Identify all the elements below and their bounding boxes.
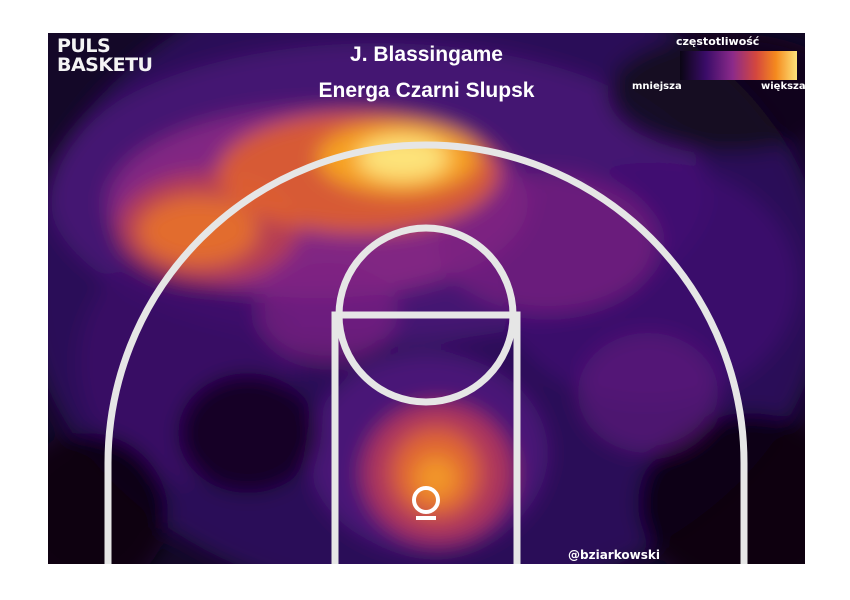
legend-low-label: mniejsza (632, 81, 682, 92)
chart-frame: PULS BASKETU J. Blassingame Energa Czarn… (48, 33, 805, 564)
chart-subtitle: Energa Czarni Slupsk (318, 79, 535, 102)
chart-title: J. Blassingame (350, 43, 503, 66)
heat-blob (638, 413, 805, 564)
author-credit: @bziarkowski (568, 548, 660, 562)
court-lines (104, 141, 748, 564)
heat-blob (178, 373, 318, 493)
free-throw-circle (335, 224, 517, 406)
heat-blob (578, 333, 718, 453)
three-point-line (104, 141, 748, 564)
rim (412, 486, 440, 514)
heat-blob (258, 263, 398, 363)
legend-colorbar (680, 51, 797, 80)
legend-title: częstotliwość (676, 35, 760, 48)
logo: PULS BASKETU (57, 35, 153, 76)
logo-line-2: BASKETU (57, 54, 153, 76)
logo-line-1: PULS (57, 35, 111, 57)
heatmap (48, 33, 805, 564)
paint-lane (331, 311, 521, 564)
heat-blob (438, 173, 658, 313)
legend-high-label: większa (761, 81, 805, 92)
